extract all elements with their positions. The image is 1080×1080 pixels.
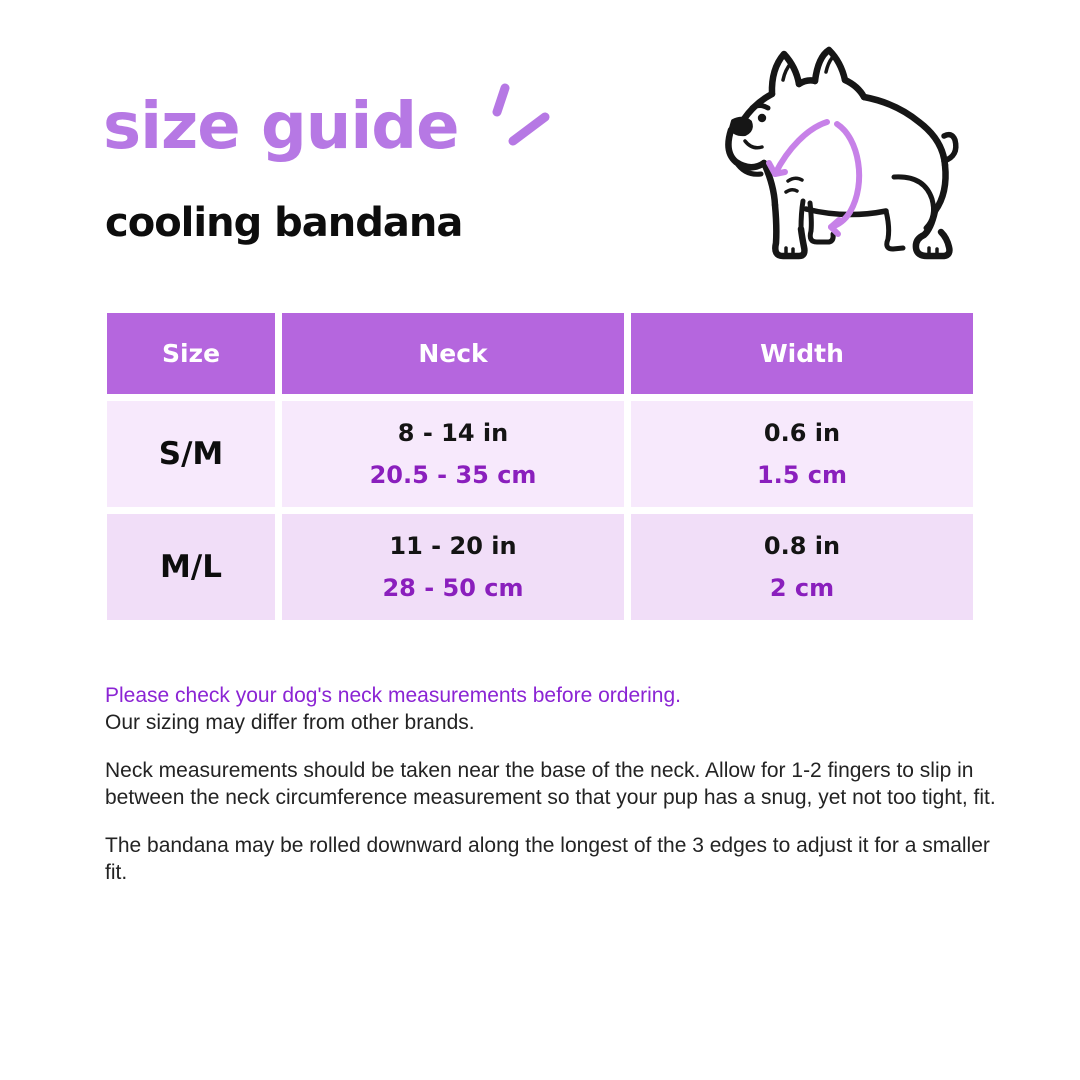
table-row-ml-size-cell: M/L [107, 514, 275, 620]
column-header-neck: Neck [282, 313, 624, 394]
width-centimeters: 1.5 cm [756, 461, 848, 489]
table-row-ml-neck-cell: 11 - 20 in 28 - 50 cm [282, 514, 624, 620]
width-inches: 0.6 in [763, 419, 841, 447]
table-row-sm-width-cell: 0.6 in 1.5 cm [631, 401, 973, 507]
neck-inches: 11 - 20 in [389, 532, 517, 560]
neck-measure-band [766, 119, 863, 237]
column-header-width: Width [631, 313, 973, 394]
table-row-sm-neck-cell: 8 - 14 in 20.5 - 35 cm [282, 401, 624, 507]
size-value: M/L [160, 549, 222, 585]
width-centimeters: 2 cm [769, 574, 835, 602]
page-title: size guide [103, 90, 459, 164]
size-table: Size Neck Width S/M 8 - 14 in 20.5 - 35 … [107, 313, 973, 620]
table-row-sm-size-cell: S/M [107, 401, 275, 507]
sparkle-icon [492, 83, 550, 146]
width-inches: 0.8 in [763, 532, 841, 560]
page-subtitle: cooling bandana [105, 200, 463, 246]
note-check-measurements: Please check your dog's neck measurement… [105, 684, 681, 707]
notes-section: Please check your dog's neck measurement… [105, 682, 1005, 907]
table-row-ml-width-cell: 0.8 in 2 cm [631, 514, 973, 620]
neck-centimeters: 20.5 - 35 cm [369, 461, 537, 489]
neck-inches: 8 - 14 in [397, 419, 509, 447]
size-value: S/M [158, 436, 224, 472]
neck-centimeters: 28 - 50 cm [382, 574, 524, 602]
bulldog-illustration-icon [725, 46, 959, 260]
column-header-size: Size [107, 313, 275, 394]
note-how-to-measure: Neck measurements should be taken near t… [105, 759, 996, 809]
note-sizing-differs: Our sizing may differ from other brands. [105, 711, 475, 734]
note-roll-to-adjust: The bandana may be rolled downward along… [105, 834, 990, 884]
